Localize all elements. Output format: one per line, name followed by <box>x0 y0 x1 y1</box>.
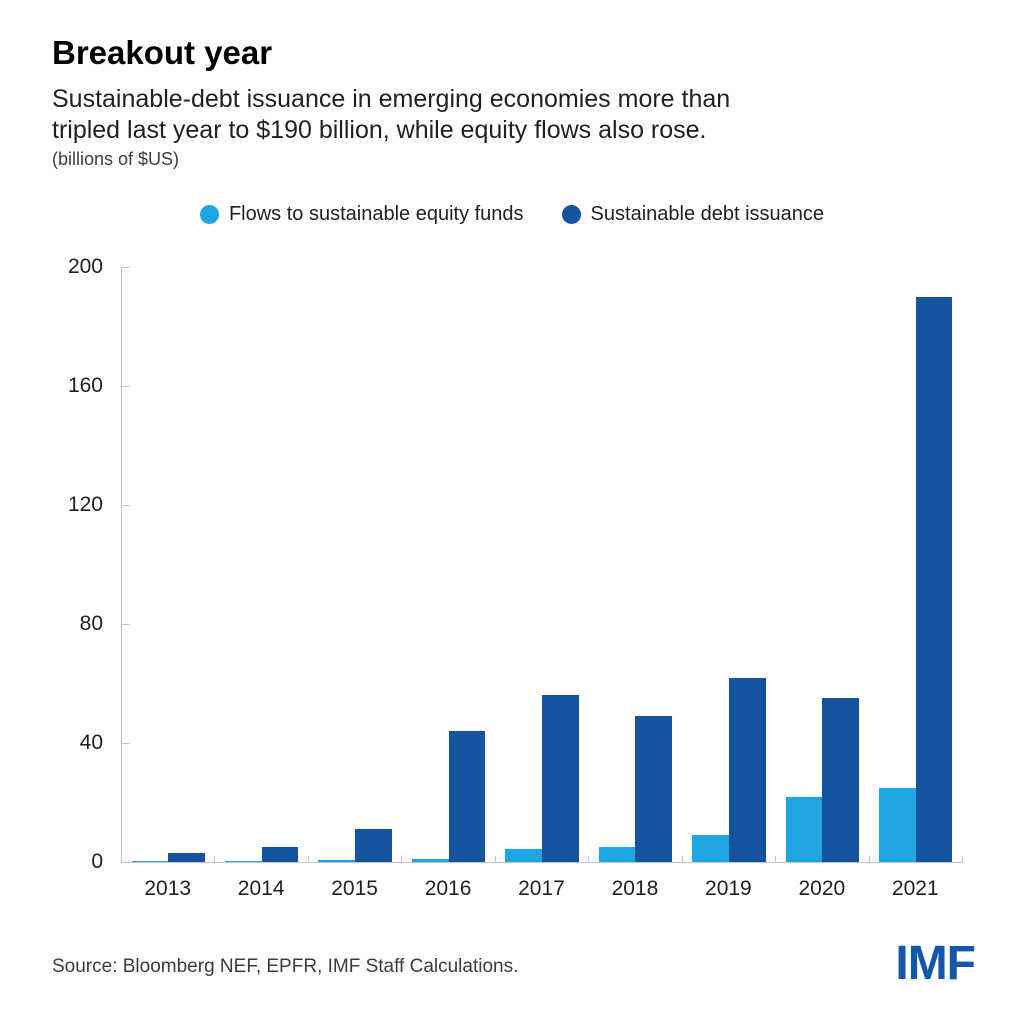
y-tick-label-80: 80 <box>79 612 103 635</box>
y-tick-mark-80 <box>122 624 130 625</box>
x-tick-mark-4 <box>494 856 496 862</box>
y-tick-mark-160 <box>122 386 130 387</box>
bar-chart: 0 40 80 120 160 200 2013 2014 2015 2016 2017 2018 2… <box>0 255 1024 907</box>
bar-2020-equity <box>785 796 823 862</box>
y-tick-mark-120 <box>122 505 130 506</box>
legend-dot-debt <box>561 205 581 224</box>
y-tick-label-40: 40 <box>79 731 103 754</box>
bar-2018-debt <box>635 716 673 862</box>
legend-item-equity: Flows to sustainable equity funds <box>199 203 524 226</box>
x-tick-mark-7 <box>775 856 777 862</box>
x-axis-label-2020: 2020 <box>798 877 846 900</box>
y-tick-label-200: 200 <box>67 255 103 278</box>
legend-item-debt: Sustainable debt issuance <box>561 203 825 226</box>
x-axis-label-2014: 2014 <box>237 877 285 900</box>
bar-2018-equity <box>598 847 636 862</box>
bar-2015-debt <box>355 829 392 862</box>
bar-2013-debt <box>168 853 205 862</box>
x-tick-mark-3 <box>401 856 403 862</box>
x-axis-label-2016: 2016 <box>424 877 472 900</box>
bar-2020-debt <box>822 698 859 862</box>
x-tick-mark-1 <box>214 856 216 862</box>
subtitle-line-2: tripled last year to $190 billion, while… <box>52 116 707 144</box>
x-axis-label-2019: 2019 <box>705 877 752 900</box>
bar-2013-equity <box>131 861 169 862</box>
x-axis-label-2021: 2021 <box>891 877 939 900</box>
bar-2021-debt <box>915 296 953 862</box>
y-tick-mark-200 <box>122 267 130 268</box>
plot-area <box>121 267 963 863</box>
y-tick-label-120: 120 <box>67 493 103 516</box>
imf-logo: IMF <box>895 937 976 990</box>
legend-label-equity: Flows to sustainable equity funds <box>228 203 524 225</box>
y-axis-labels: 0 40 80 120 160 200 <box>20 255 103 873</box>
bar-2016-debt <box>448 731 486 862</box>
bar-2017-debt <box>541 695 579 862</box>
y-tick-mark-40 <box>122 743 130 744</box>
x-tick-mark-5 <box>588 856 590 862</box>
bar-2019-equity <box>692 835 729 862</box>
legend-label-debt: Sustainable debt issuance <box>590 203 825 225</box>
source-note: Source: Bloomberg NEF, EPFR, IMF Staff C… <box>52 956 519 977</box>
x-axis-label-2018: 2018 <box>611 877 659 900</box>
bar-2021-equity <box>879 787 916 862</box>
legend-dot-equity <box>199 205 219 224</box>
bar-2019-debt <box>728 677 766 862</box>
x-tick-mark-2 <box>307 856 309 862</box>
y-tick-label-160: 160 <box>67 374 103 397</box>
x-tick-mark-8 <box>868 856 870 862</box>
chart-legend: Flows to sustainable equity funds Sustain… <box>0 203 1024 226</box>
x-axis-label-2015: 2015 <box>331 877 378 900</box>
bar-2014-equity <box>224 860 262 862</box>
x-tick-mark-9 <box>962 856 963 862</box>
y-tick-label-0: 0 <box>91 850 103 873</box>
bar-2014-debt <box>261 847 299 862</box>
units-label: (billions of $US) <box>52 149 180 169</box>
chart-subtitle: Sustainable-debt issuance in emerging ec… <box>52 84 730 146</box>
subtitle-line-1: Sustainable-debt issuance in emerging ec… <box>52 85 731 113</box>
bar-2016-equity <box>411 859 449 862</box>
x-axis-label-2013: 2013 <box>144 877 192 900</box>
x-tick-mark-6 <box>681 856 683 862</box>
x-axis-label-2017: 2017 <box>518 877 565 900</box>
bar-2017-equity <box>505 848 542 862</box>
bar-2015-equity <box>318 859 356 862</box>
page-title: Breakout year <box>52 34 273 71</box>
